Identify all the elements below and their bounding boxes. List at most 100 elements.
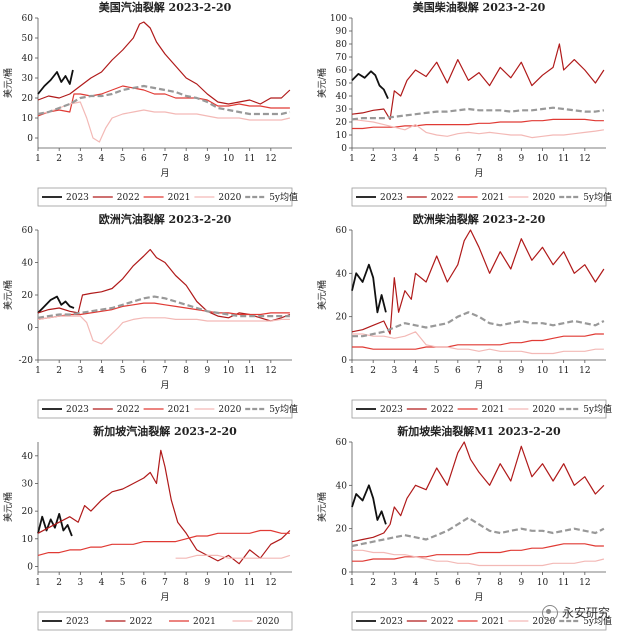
x-tick-label: 3 (391, 578, 397, 588)
y-tick-label: 30 (22, 74, 34, 84)
x-tick-label: 6 (455, 154, 461, 164)
y-tick-label: 0 (27, 324, 33, 334)
x-tick-label: 11 (244, 154, 255, 164)
y-tick-label: 0 (27, 562, 33, 572)
y-axis-label: 美元/桶 (316, 280, 328, 310)
x-tick-label: 11 (558, 366, 569, 376)
chart-title: 欧洲汽油裂解 2023-2-20 (99, 212, 232, 226)
legend-label: 2020 (218, 193, 241, 203)
x-tick-label: 7 (162, 578, 168, 588)
y-tick-label: 70 (336, 53, 348, 63)
series-line-2021 (37, 529, 290, 556)
chart-panel-sg-gasoline: 新加坡汽油裂解 2023-2-20 0 10 20 30 40 1 2 3 4 5 6 7 8 9 10 11 1… (0, 424, 314, 635)
legend-label: 2021 (193, 617, 216, 627)
chart-title: 欧洲柴油裂解 2023-2-20 (413, 212, 546, 226)
x-tick-label: 2 (370, 154, 376, 164)
series-line-2021 (352, 333, 604, 350)
x-tick-label: 8 (497, 578, 503, 588)
x-tick-label: 9 (204, 366, 210, 376)
legend-label: 2022 (431, 193, 454, 203)
y-tick-label: 60 (22, 14, 34, 24)
series-line-5y均值 (37, 295, 290, 319)
chart-panel-eu-gasoline: 欧洲汽油裂解 2023-2-20 -20 0 20 40 60 1 2 3 4 5 6 7 8 9 10 11 1… (0, 212, 314, 424)
legend-box (37, 611, 293, 631)
x-axis-label: 月 (474, 168, 483, 179)
y-tick-label: 50 (336, 79, 348, 89)
y-tick-label: 40 (22, 259, 34, 269)
legend-label: 2022 (117, 405, 140, 415)
x-tick-label: 5 (434, 154, 440, 164)
series-line-2021 (37, 302, 290, 320)
x-tick-label: 9 (518, 578, 524, 588)
y-tick-label: 20 (22, 507, 34, 517)
x-axis-label: 月 (160, 592, 169, 603)
series-line-2023 (351, 263, 387, 314)
series-line-5y均值 (37, 84, 291, 116)
watermark: 永安研究 (541, 604, 610, 621)
series-line-2021 (352, 543, 604, 562)
series-line-2020 (351, 118, 604, 139)
y-axis-label: 美元/桶 (2, 280, 14, 310)
x-tick-label: 5 (434, 578, 440, 588)
series-line-2020 (175, 554, 291, 559)
legend-label: 2023 (66, 193, 89, 203)
x-tick-label: 7 (476, 578, 482, 588)
x-tick-label: 6 (141, 154, 147, 164)
legend-label: 2020 (532, 405, 555, 415)
x-tick-label: 8 (497, 366, 503, 376)
legend-label: 5y均值 (583, 403, 612, 415)
x-tick-label: 12 (265, 366, 276, 376)
x-tick-label: 12 (579, 366, 590, 376)
x-tick-label: 4 (413, 578, 419, 588)
x-tick-label: 11 (558, 154, 569, 164)
chart-title: 新加坡汽油裂解 2023-2-20 (93, 424, 237, 438)
x-tick-label: 12 (579, 578, 590, 588)
x-tick-label: 7 (476, 366, 482, 376)
series-line-2021 (37, 85, 290, 117)
series-line-2022 (351, 43, 605, 121)
x-tick-label: 7 (162, 154, 168, 164)
series-line-5y均值 (351, 106, 605, 121)
x-axis-label: 月 (160, 168, 169, 179)
x-tick-label: 4 (413, 366, 419, 376)
x-tick-label: 1 (35, 578, 41, 588)
y-tick-label: 50 (22, 34, 34, 44)
legend-box (37, 187, 293, 207)
y-tick-label: 10 (336, 131, 348, 141)
x-tick-label: 6 (141, 578, 147, 588)
x-tick-label: 3 (77, 366, 83, 376)
x-tick-label: 8 (183, 366, 189, 376)
x-tick-label: 2 (370, 366, 376, 376)
legend-label: 5y均值 (269, 191, 298, 203)
legend-label: 2023 (380, 405, 403, 415)
chart-panel-sg-diesel: 新加坡柴油裂解M1 2023-2-20 0 20 40 60 1 2 3 4 5 6 7 8 9 10 11 1… (314, 424, 628, 635)
y-tick-label: 20 (336, 313, 348, 323)
series-line-2020 (352, 331, 604, 355)
y-tick-label: 20 (336, 118, 348, 128)
y-tick-label: 90 (336, 27, 348, 37)
chart-title: 新加坡柴油裂解M1 2023-2-20 (397, 424, 561, 438)
series-line-5y均值 (351, 516, 605, 548)
x-axis-label: 月 (474, 592, 483, 603)
series-line-2022 (37, 449, 291, 565)
series-line-2023 (37, 513, 73, 537)
series-line-2022 (37, 21, 291, 105)
series-line-2020 (37, 101, 291, 143)
legend-label: 2021 (482, 617, 505, 627)
x-tick-label: 2 (56, 366, 62, 376)
x-tick-label: 1 (35, 154, 41, 164)
legend-label: 5y均值 (269, 403, 298, 415)
y-tick-label: 0 (341, 356, 347, 366)
y-tick-label: 40 (22, 452, 34, 462)
x-tick-label: 10 (537, 154, 549, 164)
y-tick-label: 20 (336, 525, 348, 535)
legend-label: 2023 (66, 405, 89, 415)
y-tick-label: 0 (341, 568, 347, 578)
legend-label: 2020 (532, 193, 555, 203)
x-axis-label: 月 (474, 380, 483, 391)
